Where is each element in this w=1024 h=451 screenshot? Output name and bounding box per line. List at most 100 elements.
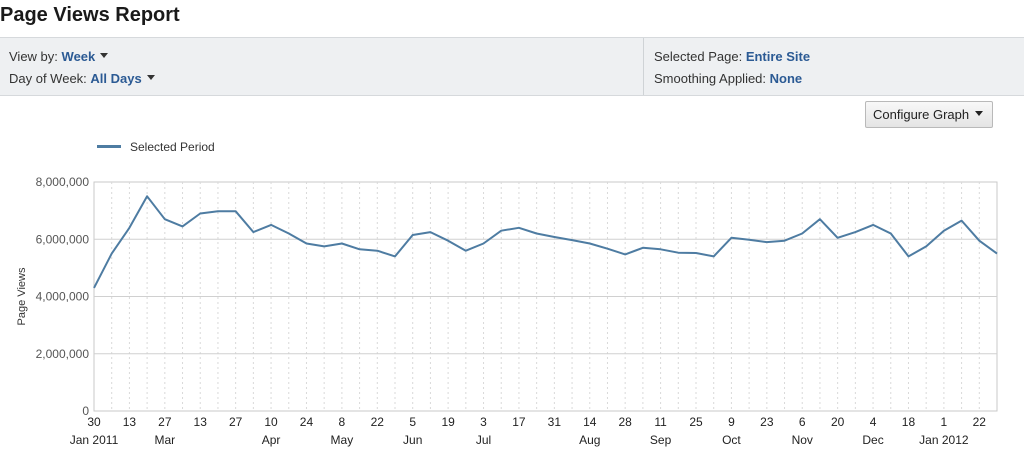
selected-page-value[interactable]: Entire Site xyxy=(745,49,811,64)
data-point xyxy=(393,254,397,258)
x-tick-label: 13 xyxy=(123,415,137,429)
y-tick-label: 6,000,000 xyxy=(36,232,90,246)
data-point xyxy=(552,235,556,239)
view-by-label: View by: xyxy=(9,49,58,64)
x-tick-label: 6 xyxy=(799,415,806,429)
data-point xyxy=(535,232,539,236)
data-point xyxy=(570,238,574,242)
x-tick-label: 27 xyxy=(158,415,172,429)
x-month-label: Jun xyxy=(403,433,422,447)
data-point xyxy=(853,230,857,234)
x-tick-label: 18 xyxy=(902,415,916,429)
data-point xyxy=(216,209,220,213)
configure-graph-label: Configure Graph xyxy=(873,107,970,122)
data-point xyxy=(145,194,149,198)
smoothing-value[interactable]: None xyxy=(769,71,803,86)
x-month-label: Apr xyxy=(262,433,281,447)
data-point xyxy=(694,251,698,255)
data-point xyxy=(676,251,680,255)
x-tick-label: 5 xyxy=(409,415,416,429)
data-point xyxy=(871,223,875,227)
day-of-week-dropdown-icon[interactable] xyxy=(146,75,155,81)
chevron-down-icon xyxy=(975,111,984,117)
data-point xyxy=(110,252,114,256)
data-point xyxy=(446,239,450,243)
data-point xyxy=(234,209,238,213)
data-point xyxy=(783,239,787,243)
data-point xyxy=(836,236,840,240)
data-point xyxy=(269,223,273,227)
day-of-week-value[interactable]: All Days xyxy=(90,71,142,86)
chart-legend: Selected Period xyxy=(97,140,215,154)
data-point xyxy=(712,254,716,258)
data-point xyxy=(322,244,326,248)
y-tick-label: 2,000,000 xyxy=(36,347,90,361)
smoothing-filter[interactable]: Smoothing Applied: None xyxy=(654,71,802,86)
x-tick-label: 23 xyxy=(760,415,774,429)
x-tick-label: 31 xyxy=(548,415,562,429)
data-point xyxy=(375,249,379,253)
series-line-selected-period xyxy=(93,195,998,289)
data-point xyxy=(659,247,663,251)
data-point xyxy=(818,217,822,221)
view-by-value[interactable]: Week xyxy=(61,49,96,64)
data-point xyxy=(623,252,627,256)
data-point xyxy=(977,239,981,243)
data-point xyxy=(482,242,486,246)
data-point xyxy=(428,230,432,234)
data-point xyxy=(358,247,362,251)
data-point xyxy=(198,211,202,215)
legend-swatch xyxy=(97,145,121,149)
smoothing-label: Smoothing Applied: xyxy=(654,71,767,86)
x-month-label: Jan 2011 xyxy=(70,433,119,447)
x-tick-label: 13 xyxy=(194,415,208,429)
day-of-week-label: Day of Week: xyxy=(9,71,87,86)
view-by-filter[interactable]: View by: Week xyxy=(9,49,109,64)
x-tick-label: 25 xyxy=(689,415,703,429)
x-month-label: Mar xyxy=(154,433,175,447)
x-tick-label: 22 xyxy=(371,415,385,429)
x-month-label: Nov xyxy=(792,433,813,447)
data-point xyxy=(906,254,910,258)
selected-page-label: Selected Page: xyxy=(654,49,743,64)
data-point xyxy=(747,238,751,242)
x-tick-label: 14 xyxy=(583,415,597,429)
data-point xyxy=(517,226,521,230)
data-point xyxy=(340,242,344,246)
y-tick-label: 4,000,000 xyxy=(36,290,90,304)
x-tick-label: 9 xyxy=(728,415,735,429)
data-point xyxy=(641,246,645,250)
x-tick-label: 30 xyxy=(87,415,101,429)
data-point xyxy=(765,240,769,244)
x-tick-label: 27 xyxy=(229,415,243,429)
data-point xyxy=(588,242,592,246)
y-tick-label: 8,000,000 xyxy=(36,175,90,189)
filter-bar: View by: Week Day of Week: All Days Sele… xyxy=(0,37,1024,96)
configure-graph-button[interactable]: Configure Graph xyxy=(865,101,993,128)
day-of-week-filter[interactable]: Day of Week: All Days xyxy=(9,71,155,86)
page-title: Page Views Report xyxy=(0,4,180,26)
x-tick-label: 28 xyxy=(618,415,632,429)
data-point xyxy=(995,252,999,256)
x-month-label: Jul xyxy=(476,433,491,447)
view-by-dropdown-icon[interactable] xyxy=(100,53,109,59)
data-point xyxy=(605,247,609,251)
y-tick-label: 0 xyxy=(82,404,89,418)
data-point xyxy=(181,224,185,228)
filter-divider xyxy=(643,38,644,95)
data-point xyxy=(163,217,167,221)
x-month-label: Jan 2012 xyxy=(919,433,969,447)
data-point xyxy=(287,232,291,236)
x-tick-label: 4 xyxy=(870,415,877,429)
x-tick-label: 24 xyxy=(300,415,314,429)
data-point xyxy=(924,244,928,248)
selected-page-filter[interactable]: Selected Page: Entire Site xyxy=(654,49,810,64)
x-tick-label: 17 xyxy=(512,415,526,429)
data-point xyxy=(942,229,946,233)
data-point xyxy=(889,232,893,236)
x-tick-label: 19 xyxy=(441,415,455,429)
x-tick-label: 8 xyxy=(339,415,346,429)
x-month-label: Oct xyxy=(722,433,741,447)
data-point xyxy=(800,232,804,236)
x-tick-label: 11 xyxy=(654,415,667,429)
